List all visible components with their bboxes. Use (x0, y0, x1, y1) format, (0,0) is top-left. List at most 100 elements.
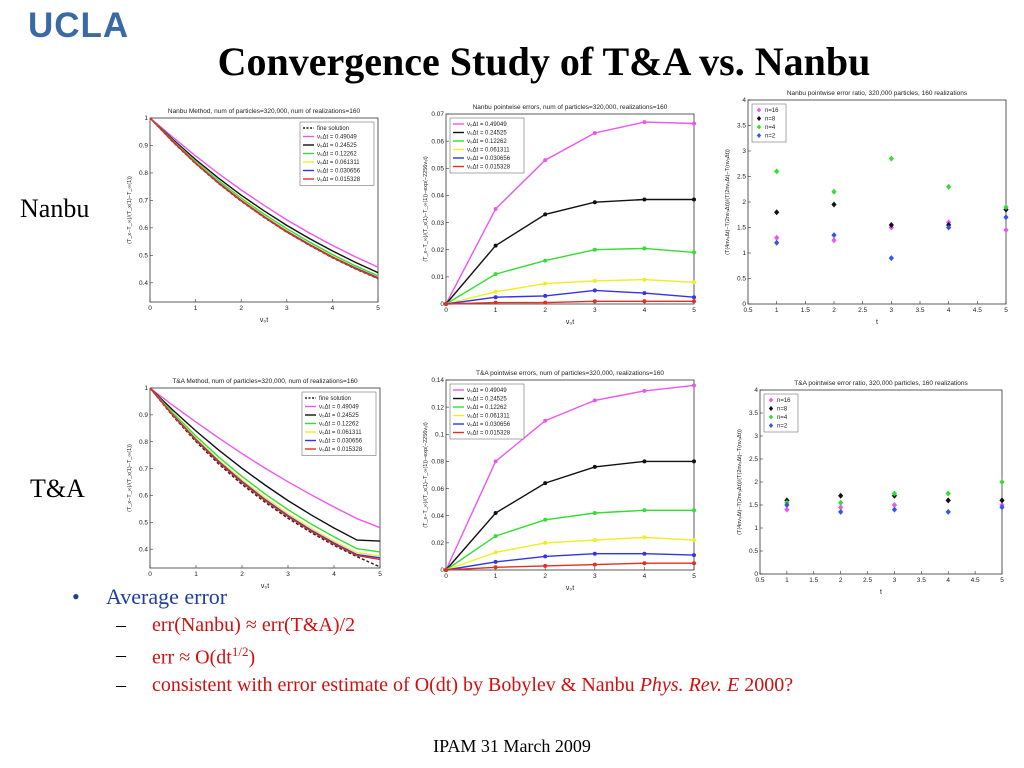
x-axis-label: t (880, 589, 882, 596)
data-point (592, 538, 597, 543)
legend-label: ν₀Δt = 0.061311 (317, 160, 360, 166)
y-tick-label: 1 (742, 250, 746, 257)
row-label-nanbu: Nanbu (20, 194, 90, 223)
data-point (945, 497, 951, 504)
data-point (493, 289, 498, 294)
x-tick-label: 5 (692, 573, 696, 580)
row-label-ta: T&A (30, 474, 85, 503)
data-point (891, 502, 898, 508)
x-tick-label: 5 (1004, 307, 1008, 314)
y-tick-label: 0.03 (431, 220, 444, 227)
chart-title: T&A Method, num of particles=320,000, nu… (172, 378, 358, 385)
legend-label: ν₀Δt = 0.015328 (317, 177, 361, 183)
chart-nanbu-method: Nanbu Method, num of particles=320,000, … (127, 108, 380, 324)
y-tick-label: 0.5 (139, 253, 148, 260)
legend-label: ν₀Δt = 0.12262 (319, 422, 359, 428)
data-point (831, 201, 837, 208)
x-tick-label: 3 (893, 577, 897, 584)
series-line (149, 117, 379, 280)
bullet-list: • Average error – err(Nanbu) ≈ err(T&A)/… (60, 584, 1020, 702)
legend-label: ν₀Δt = 0.061311 (467, 148, 510, 154)
series-line (445, 460, 694, 571)
y-tick-label: 0.02 (431, 540, 444, 547)
data-point (1003, 204, 1009, 211)
legend-marker (756, 116, 762, 121)
data-point (642, 120, 647, 125)
data-point (493, 559, 498, 564)
legend-label: n=2 (777, 424, 788, 430)
series-line (149, 387, 381, 561)
data-point (692, 121, 696, 126)
y-tick-label: 1.5 (737, 225, 746, 232)
series-line (445, 384, 695, 571)
y-tick-label: 1 (754, 525, 758, 532)
x-tick-label: 5 (692, 307, 696, 314)
data-point (642, 561, 647, 566)
data-point (543, 481, 548, 486)
legend-label: n=2 (765, 134, 776, 140)
sub-bullet-3: – consistent with error estimate of O(dt… (60, 674, 1020, 702)
data-point (444, 568, 448, 572)
legend-label: ν₀Δt = 0.015328 (467, 165, 511, 171)
legend-marker (768, 423, 774, 428)
data-point (692, 383, 696, 388)
sub-bullet-2: – err ≈ O(dt1/2) (60, 644, 1020, 672)
y-tick-label: 3 (742, 148, 746, 155)
x-tick-label: 2 (543, 307, 547, 314)
y-tick-label: 2 (754, 479, 758, 486)
x-tick-label: 2 (240, 571, 244, 578)
y-tick-label: 4 (754, 387, 758, 394)
y-tick-label: 0.1 (435, 431, 444, 438)
legend-label: ν₀Δt = 0.24525 (467, 131, 507, 137)
data-point (692, 508, 696, 513)
legend-label: fine solution (319, 396, 351, 402)
x-tick-label: 4 (332, 571, 336, 578)
y-tick-label: 0 (754, 571, 758, 578)
y-tick-label: 0.5 (737, 276, 746, 283)
bullet-dot-icon: • (72, 584, 80, 609)
y-tick-label: 1 (144, 385, 148, 392)
data-point (642, 551, 647, 556)
data-point (493, 459, 498, 464)
x-tick-label: 0.5 (743, 307, 752, 314)
data-point (493, 565, 498, 570)
x-tick-label: 0.5 (755, 577, 764, 584)
legend-marker (768, 406, 774, 411)
data-point (592, 464, 597, 469)
ucla-logo: UCLA (28, 6, 130, 45)
legend-label: ν₀Δt = 0.030656 (319, 439, 363, 445)
legend-label: ν₀Δt = 0.12262 (317, 152, 357, 158)
legend-label: ν₀Δt = 0.015328 (319, 447, 363, 453)
bullet-average-error: • Average error (60, 584, 1020, 612)
data-point (592, 562, 597, 567)
series-line (445, 198, 694, 305)
data-point (945, 508, 951, 515)
x-tick-label: 5 (378, 571, 382, 578)
series-line (445, 562, 694, 571)
x-tick-label: 4 (947, 307, 951, 314)
y-tick-label: 0.8 (139, 170, 148, 177)
series-line (445, 536, 695, 571)
data-point (999, 479, 1005, 485)
footer: IPAM 31 March 2009 (433, 736, 591, 756)
legend-label: ν₀Δt = 0.49049 (467, 122, 507, 128)
x-tick-label: 2 (239, 305, 243, 312)
data-point (592, 511, 597, 515)
data-point (543, 517, 548, 522)
data-point (493, 550, 498, 555)
data-point (642, 388, 647, 393)
data-point (692, 553, 696, 558)
legend-marker (768, 414, 774, 420)
data-point (642, 299, 647, 304)
y-axis-label: (T_x−T_∞)/(T_x(1)−T_∞(1))−exp(−2256ν₀t) (423, 422, 429, 528)
x-tick-label: 3 (593, 307, 597, 314)
x-tick-label: 3 (593, 573, 597, 580)
data-point (493, 295, 498, 300)
legend-label: ν₀Δt = 0.49049 (467, 388, 507, 394)
x-tick-label: 0 (444, 307, 448, 314)
data-point (642, 535, 647, 540)
series-line (149, 387, 381, 568)
legend-marker (756, 124, 762, 130)
x-tick-label: 0 (148, 305, 152, 312)
x-tick-label: 5 (1000, 577, 1004, 584)
